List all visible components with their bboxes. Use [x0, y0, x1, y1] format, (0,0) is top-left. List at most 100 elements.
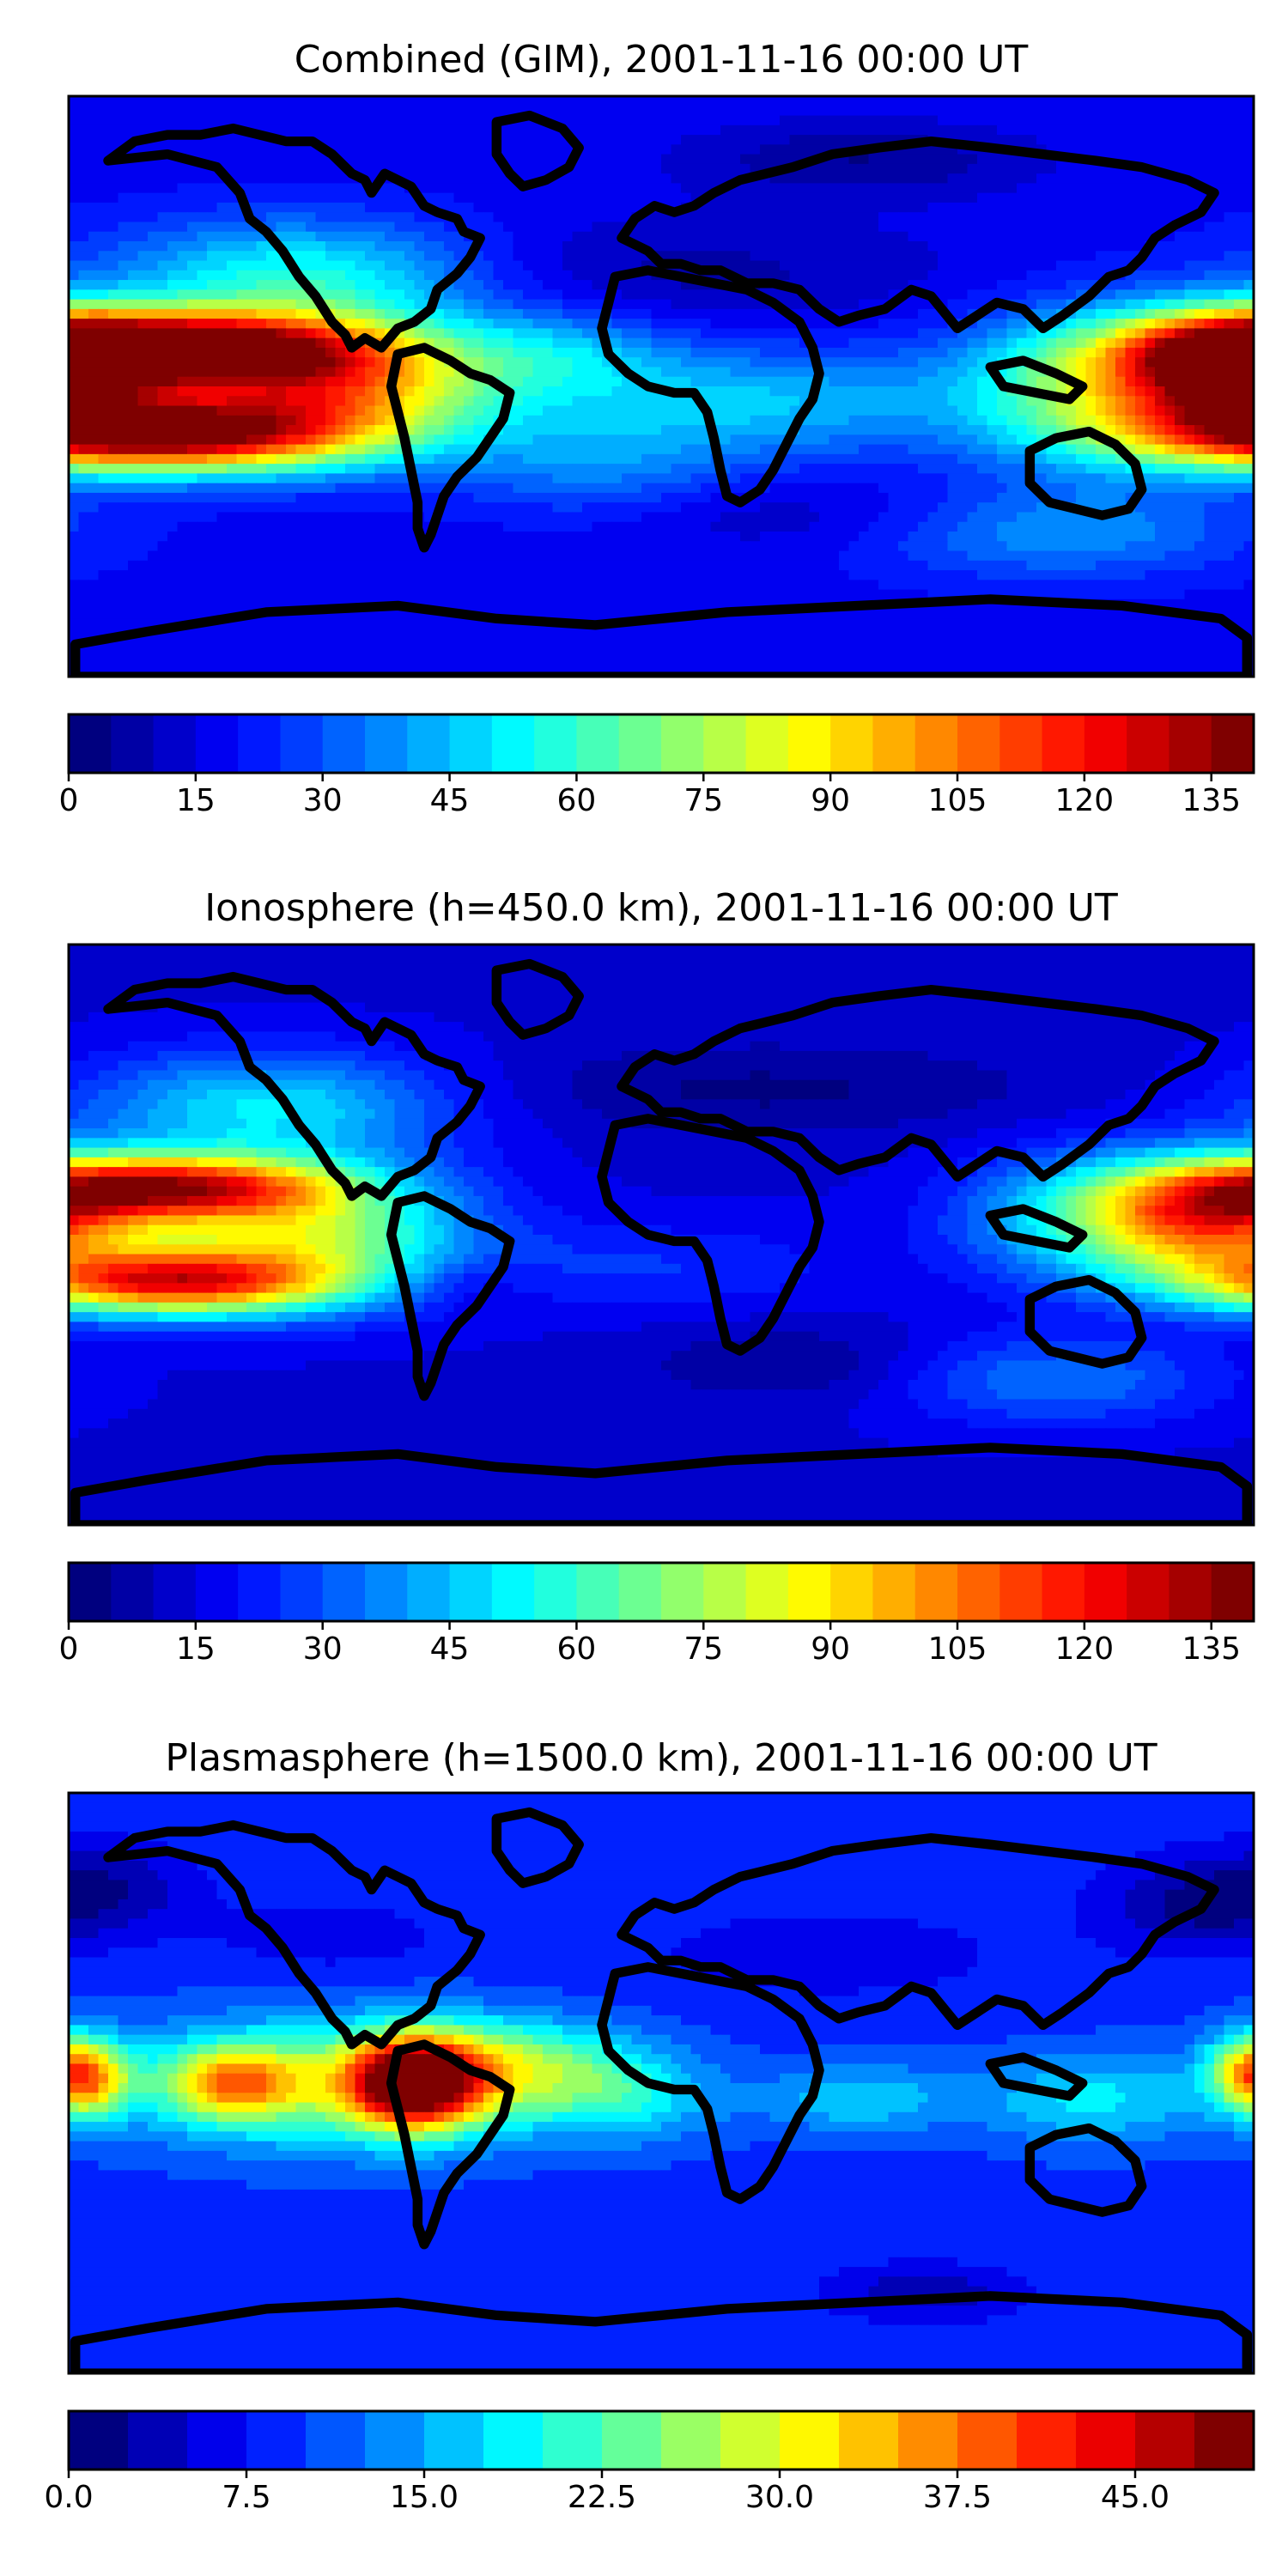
contour-cell	[434, 337, 445, 349]
contour-cell	[295, 212, 307, 223]
contour-cell	[69, 299, 80, 310]
contour-cell	[404, 280, 416, 290]
contour-cell	[967, 328, 978, 339]
contour-cell	[118, 280, 129, 290]
contour-cell	[394, 434, 405, 446]
contour-cell	[295, 173, 307, 184]
contour-cell	[1184, 415, 1195, 426]
contour-cell	[483, 473, 495, 484]
contour-cell	[720, 299, 732, 310]
contour-cell	[148, 299, 159, 310]
contour-cell	[1046, 425, 1057, 435]
contour-cell	[532, 367, 544, 378]
contour-cell	[1096, 96, 1107, 106]
contour-cell	[760, 222, 771, 233]
contour-cell	[503, 96, 514, 106]
contour-cell	[1076, 415, 1087, 426]
contour-cell	[1125, 434, 1136, 446]
contour-cell	[453, 396, 465, 407]
contour-cell	[1145, 319, 1156, 329]
contour-cell	[88, 173, 100, 184]
contour-cell	[868, 337, 879, 349]
contour-cell	[335, 464, 346, 474]
contour-cell	[532, 241, 544, 252]
contour-cell	[1145, 483, 1156, 494]
contour-cell	[513, 347, 524, 358]
contour-cell	[276, 144, 287, 155]
contour-cell	[137, 212, 149, 223]
contour-cell	[315, 347, 326, 358]
contour-cell	[602, 357, 613, 368]
contour-cell	[256, 106, 267, 117]
contour-cell	[355, 280, 366, 290]
contour-cell	[69, 492, 80, 503]
contour-cell	[473, 464, 484, 474]
contour-cell	[799, 212, 811, 223]
contour-cell	[315, 115, 326, 126]
contour-cell	[374, 125, 386, 136]
contour-cell	[69, 473, 80, 484]
contour-cell	[1096, 125, 1107, 136]
contour-cell	[888, 270, 899, 281]
contour-cell	[543, 270, 554, 281]
contour-cell	[78, 357, 89, 368]
contour-cell	[730, 115, 741, 126]
contour-cell	[710, 396, 721, 407]
contour-cell	[187, 357, 198, 368]
contour-cell	[898, 483, 909, 494]
contour-cell	[1076, 163, 1087, 174]
contour-cell	[128, 367, 139, 378]
contour-cell	[365, 357, 376, 368]
contour-cell	[236, 144, 247, 155]
contour-cell	[1145, 347, 1156, 358]
contour-cell	[374, 308, 386, 319]
contour-cell	[918, 347, 929, 358]
contour-cell	[355, 270, 366, 281]
contour-cell	[1066, 115, 1077, 126]
contour-cell	[582, 367, 593, 378]
contour-cell	[1194, 289, 1206, 301]
contour-cell	[216, 270, 228, 281]
contour-cell	[681, 163, 692, 174]
contour-cell	[641, 415, 653, 426]
contour-cell	[157, 453, 168, 465]
contour-cell	[671, 183, 682, 194]
contour-cell	[1125, 376, 1136, 387]
contour-cell	[404, 241, 416, 252]
contour-cell	[740, 222, 751, 233]
contour-cell	[464, 386, 475, 397]
contour-cell	[69, 202, 80, 213]
contour-cell	[128, 299, 139, 310]
contour-cell	[582, 212, 593, 223]
contour-cell	[799, 163, 811, 174]
contour-cell	[611, 492, 623, 503]
contour-cell	[898, 357, 909, 368]
contour-cell	[592, 173, 603, 184]
contour-cell	[651, 115, 662, 126]
contour-cell	[908, 473, 919, 484]
contour-cell	[1145, 289, 1156, 301]
contour-cell	[839, 376, 850, 387]
contour-cell	[98, 202, 109, 213]
contour-cell	[98, 212, 109, 223]
contour-cell	[394, 464, 405, 474]
contour-cell	[464, 135, 475, 145]
contour-cell	[118, 319, 129, 329]
contour-cell	[839, 96, 850, 106]
contour-cell	[424, 96, 435, 106]
contour-cell	[1224, 173, 1235, 184]
contour-cell	[276, 308, 287, 319]
contour-cell	[1204, 386, 1215, 397]
contour-cell	[1096, 473, 1107, 484]
contour-cell	[750, 328, 761, 339]
contour-cell	[453, 453, 465, 465]
contour-cell	[997, 347, 1008, 358]
contour-cell	[503, 135, 514, 145]
contour-cell	[997, 222, 1008, 233]
contour-cell	[868, 154, 879, 165]
contour-cell	[908, 464, 919, 474]
contour-cell	[148, 376, 159, 387]
contour-cell	[789, 473, 800, 484]
contour-cell	[295, 163, 307, 174]
contour-cell	[98, 405, 109, 416]
